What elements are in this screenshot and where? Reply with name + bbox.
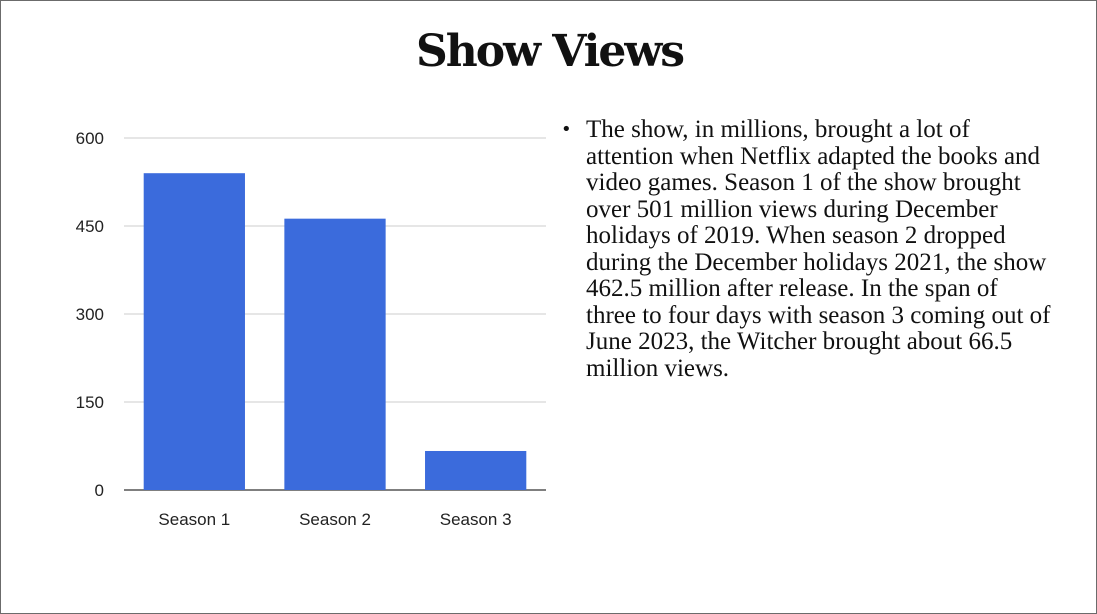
bars xyxy=(143,173,527,490)
y-tick-label: 150 xyxy=(76,393,104,412)
x-tick-label: Season 3 xyxy=(440,510,512,529)
y-axis-ticks: 0 150 300 450 600 xyxy=(76,129,104,500)
y-tick-label: 0 xyxy=(95,481,104,500)
bullet-list: • The show, in millions, brought a lot o… xyxy=(561,116,1051,382)
bar-season-1 xyxy=(143,173,245,490)
x-axis-ticks: Season 1 Season 2 Season 3 xyxy=(158,510,511,529)
bar-season-2 xyxy=(284,218,386,490)
y-tick-label: 600 xyxy=(76,129,104,148)
y-tick-label: 450 xyxy=(76,217,104,236)
y-tick-label: 300 xyxy=(76,305,104,324)
bullet-text: The show, in millions, brought a lot of … xyxy=(586,116,1051,382)
slide-title: Show Views xyxy=(415,26,685,77)
x-tick-label: Season 2 xyxy=(299,510,371,529)
bar-season-3 xyxy=(425,450,527,490)
x-tick-label: Season 1 xyxy=(158,510,230,529)
bullet-dot-icon: • xyxy=(561,119,572,140)
bullet-item: • The show, in millions, brought a lot o… xyxy=(561,116,1051,382)
bar-chart: 0 150 300 450 600 Season 1 Season 2 Season 3 xyxy=(76,129,546,529)
